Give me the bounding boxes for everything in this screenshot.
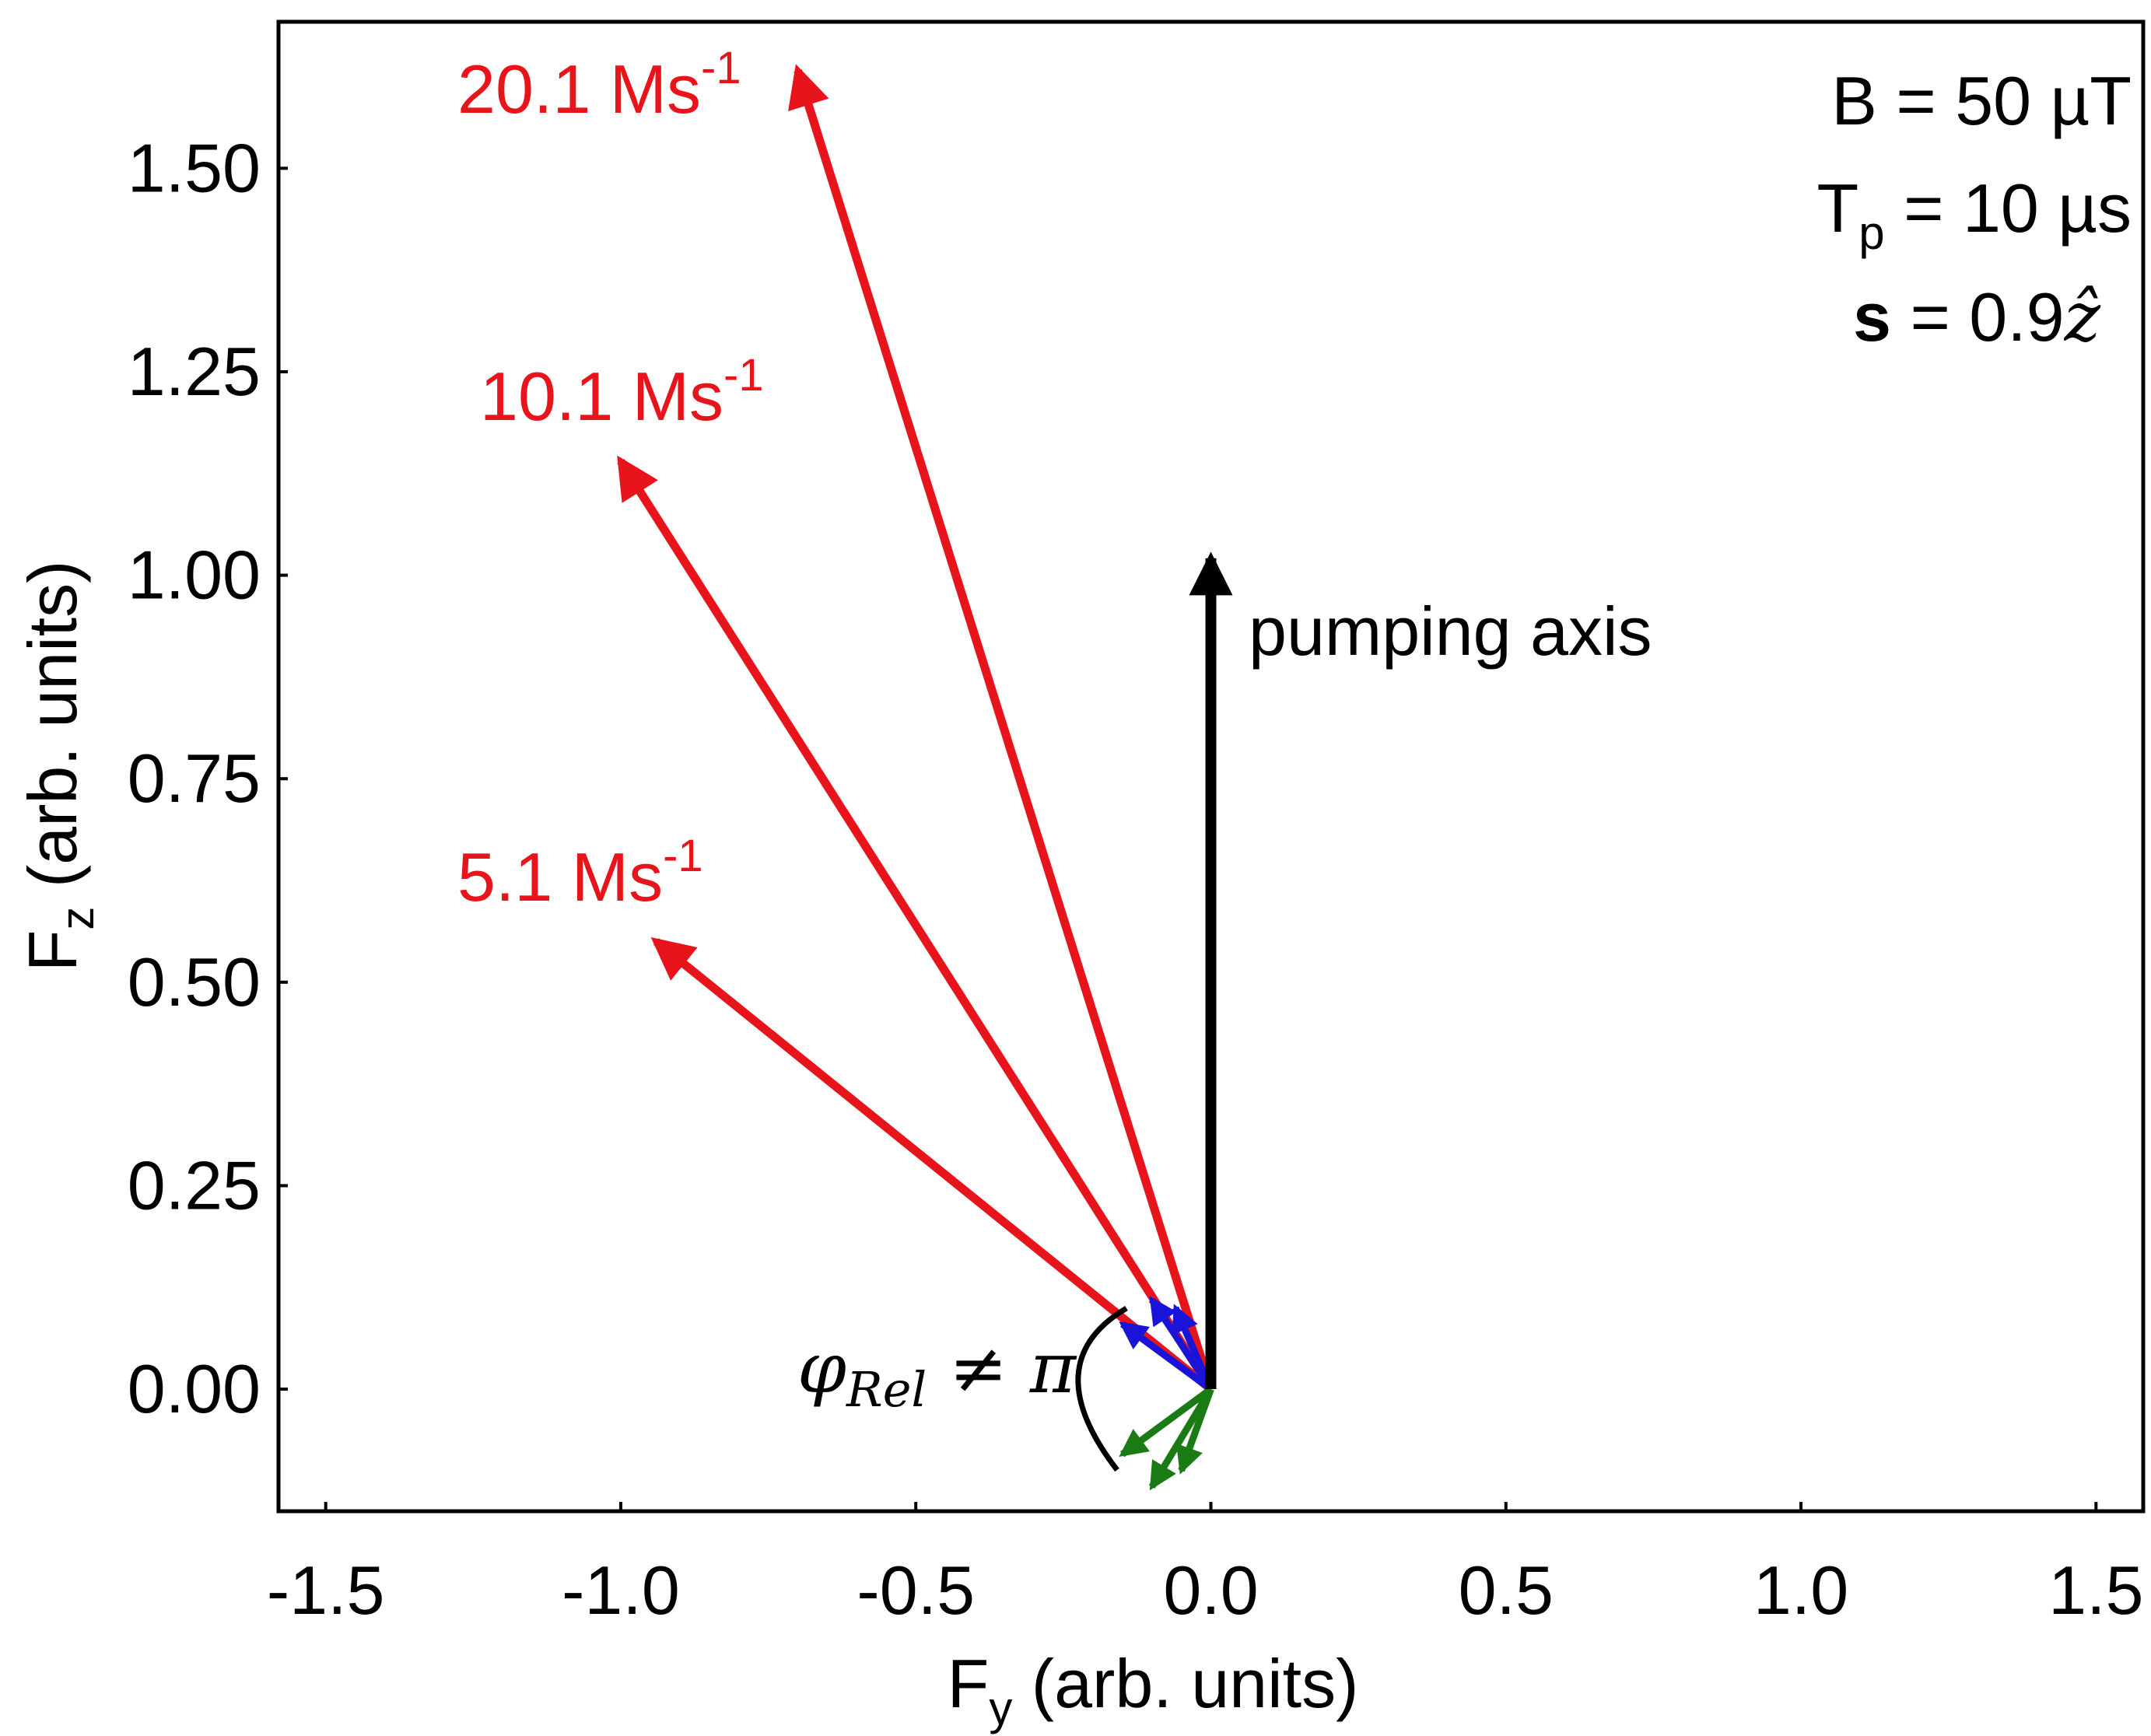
rate-label-value: 5.1 Ms xyxy=(457,838,663,915)
green-vector-arrow xyxy=(1176,1388,1214,1475)
x-tick-label: 0.0 xyxy=(1163,1552,1258,1629)
y-axis-label-sub: z xyxy=(51,907,103,930)
x-tick-label: 1.0 xyxy=(1753,1552,1848,1629)
param-s-bold: s xyxy=(1853,278,1891,355)
blue-vector-arrow xyxy=(1119,1321,1214,1392)
y-tick-label: 0.00 xyxy=(128,1350,261,1427)
x-tick-label: -1.5 xyxy=(267,1552,385,1629)
y-tick-label: 0.25 xyxy=(128,1146,261,1223)
phase-sub: Rel xyxy=(846,1361,927,1418)
param-tp: Tp = 10 µs xyxy=(1817,170,2132,259)
phase-arc xyxy=(1075,1305,1128,1472)
rate-vector-arrow xyxy=(617,455,1215,1391)
rate-label-value: 10.1 Ms xyxy=(480,358,723,435)
param-tp-main: T xyxy=(1817,170,1859,247)
x-axis-label: Fy (arb. units) xyxy=(948,1645,1359,1734)
x-axis-label-sub: y xyxy=(989,1682,1012,1734)
rate-label-exponent: -1 xyxy=(701,43,741,93)
green-vector-arrow xyxy=(1119,1386,1214,1458)
phase-phi: φ xyxy=(797,1328,846,1409)
y-tick-label: 0.50 xyxy=(128,943,261,1020)
param-tp-rest: = 10 µs xyxy=(1885,170,2132,247)
rate-label-exponent: -1 xyxy=(663,831,703,881)
rate-labels: 20.1 Ms-110.1 Ms-15.1 Ms-1 xyxy=(457,43,764,915)
rate-label-value: 20.1 Ms xyxy=(457,51,701,128)
param-s-vec: ẑ xyxy=(2064,277,2101,357)
pumping-axis-label: pumping axis xyxy=(1249,593,1652,670)
y-tick-label: 0.75 xyxy=(128,740,261,817)
param-b-field: B = 50 µT xyxy=(1831,62,2132,139)
phase-annotation: φRel ≠ π xyxy=(797,1328,1077,1418)
param-s-rest: = 0.9 xyxy=(1891,278,2065,355)
x-axis-ticks: -1.5 -1.0 -0.5 0.0 0.5 1.0 1.5 xyxy=(267,1502,2143,1629)
x-tick-label: -0.5 xyxy=(857,1552,975,1629)
y-axis-label: Fz (arb. units) xyxy=(14,561,103,972)
param-s: s = 0.9ẑ xyxy=(1853,277,2101,357)
green-vectors xyxy=(1119,1386,1214,1491)
y-axis-label-main: F xyxy=(14,930,91,972)
y-tick-label: 1.50 xyxy=(128,129,261,206)
rate-vector-arrow xyxy=(650,936,1214,1393)
x-tick-label: 0.5 xyxy=(1459,1552,1554,1629)
rate-label: 10.1 Ms-1 xyxy=(480,350,764,435)
phase-rest: ≠ π xyxy=(927,1328,1077,1409)
rate-label: 5.1 Ms-1 xyxy=(457,831,703,915)
y-tick-label: 1.25 xyxy=(128,333,261,410)
rate-vector-arrow xyxy=(788,64,1215,1391)
x-tick-label: -1.0 xyxy=(562,1552,680,1629)
y-tick-label: 1.00 xyxy=(128,537,261,614)
green-vector-arrow xyxy=(1148,1387,1214,1491)
x-axis-label-main: F xyxy=(948,1645,990,1722)
x-axis-label-rest: (arb. units) xyxy=(1012,1645,1358,1722)
y-axis-label-rest: (arb. units) xyxy=(14,561,91,907)
blue-vector-arrow xyxy=(1172,1304,1214,1391)
rate-vectors xyxy=(617,64,1215,1393)
y-axis-ticks: 0.00 0.25 0.50 0.75 1.00 1.25 1.50 xyxy=(128,129,288,1427)
param-tp-sub: p xyxy=(1858,207,1884,259)
rate-label: 20.1 Ms-1 xyxy=(457,43,741,128)
blue-vectors xyxy=(1119,1296,1214,1392)
x-tick-label: 1.5 xyxy=(2048,1552,2143,1629)
rate-label-exponent: -1 xyxy=(723,350,764,401)
